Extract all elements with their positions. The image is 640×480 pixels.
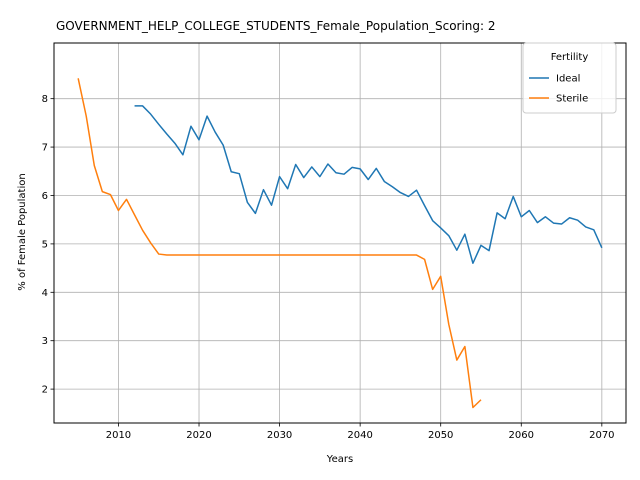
y-tick-label: 4 [42, 288, 48, 299]
axis-ticks: 2010 2020 2030 2040 2050 2060 2070 2 3 4 5 6 7 8 [42, 94, 615, 441]
chart-title: GOVERNMENT_HELP_COLLEGE_STUDENTS_Female_… [56, 19, 496, 33]
x-tick-label: 2020 [186, 430, 211, 441]
plot-frame [53, 42, 627, 424]
series-line-ideal [134, 105, 603, 264]
series-lines [77, 78, 603, 409]
y-tick-label: 7 [42, 143, 48, 154]
grid [54, 43, 626, 423]
y-tick-label: 5 [42, 239, 48, 250]
x-tick-label: 2010 [106, 430, 131, 441]
x-tick-label: 2050 [428, 430, 453, 441]
y-tick-label: 8 [42, 94, 48, 105]
y-tick-label: 3 [42, 336, 48, 347]
legend-label-ideal: Ideal [556, 74, 580, 85]
x-tick-label: 2030 [267, 430, 292, 441]
series-line-sterile [77, 78, 482, 409]
legend-label-sterile: Sterile [556, 94, 588, 105]
x-axis-label: Years [326, 454, 353, 465]
y-tick-label: 2 [42, 385, 48, 396]
x-tick-label: 2060 [509, 430, 534, 441]
x-tick-label: 2040 [347, 430, 372, 441]
legend: Fertility Ideal Sterile [522, 42, 617, 114]
legend-entries: Ideal Sterile [529, 74, 588, 105]
y-tick-label: 6 [42, 191, 48, 202]
legend-box [522, 42, 617, 114]
legend-title: Fertility [551, 52, 589, 63]
x-tick-label: 2070 [589, 430, 614, 441]
y-axis-label: % of Female Population [17, 173, 28, 290]
